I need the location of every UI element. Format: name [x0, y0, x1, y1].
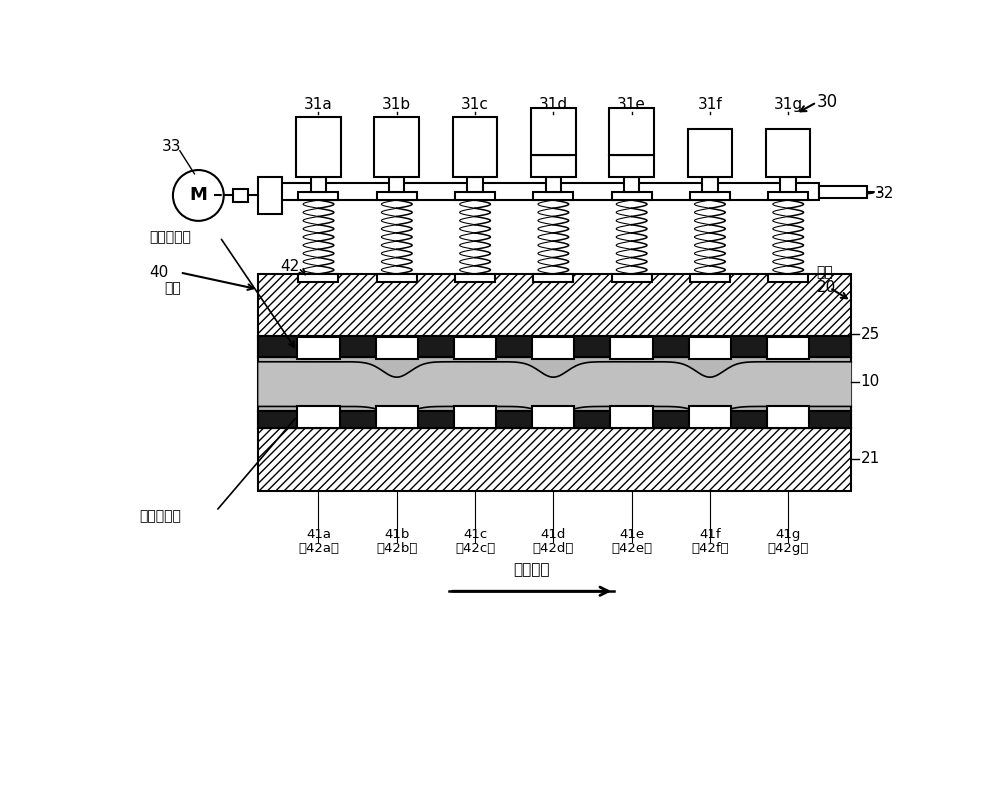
Circle shape [173, 170, 224, 221]
Text: 31a: 31a [304, 97, 333, 112]
Text: 31c: 31c [461, 97, 489, 112]
Text: M: M [189, 187, 207, 204]
Text: （42a）: （42a） [298, 542, 339, 555]
Bar [454, 337, 496, 359]
Bar [454, 406, 496, 428]
Bar [689, 337, 731, 359]
Bar [311, 177, 326, 192]
Bar [258, 411, 851, 428]
Bar [531, 155, 576, 177]
Bar [377, 192, 417, 200]
Bar [780, 177, 796, 192]
Bar [298, 192, 338, 200]
Bar [455, 274, 495, 282]
Bar [297, 337, 340, 359]
Bar [258, 411, 851, 428]
Text: 41g: 41g [775, 528, 801, 541]
Bar [274, 183, 819, 200]
Bar [233, 188, 248, 203]
Text: 33: 33 [162, 139, 181, 155]
Text: 30: 30 [817, 93, 838, 111]
Bar [768, 192, 808, 200]
Text: 41b: 41b [384, 528, 409, 541]
Text: 入口: 入口 [164, 281, 181, 295]
Text: 41e: 41e [619, 528, 644, 541]
Text: 40: 40 [149, 265, 168, 280]
Text: 25: 25 [861, 327, 880, 341]
Bar [533, 192, 573, 200]
Bar [546, 177, 561, 192]
Bar [689, 406, 731, 428]
Bar [610, 406, 653, 428]
Bar [297, 406, 340, 428]
Bar [389, 177, 404, 192]
Text: 出口: 出口 [817, 265, 833, 280]
Bar [453, 117, 497, 177]
Bar [615, 125, 649, 155]
Text: 41a: 41a [306, 528, 331, 541]
Bar [258, 177, 282, 214]
Bar [702, 177, 718, 192]
Bar [376, 406, 418, 428]
Text: 上侧凸缘部: 上侧凸缘部 [149, 230, 191, 244]
Bar [612, 274, 652, 282]
Text: （42e）: （42e） [611, 542, 652, 555]
Bar [532, 406, 574, 428]
Text: 31g: 31g [774, 97, 803, 112]
Bar [767, 337, 809, 359]
Bar [258, 336, 851, 357]
Bar [766, 129, 810, 177]
Bar [609, 107, 654, 155]
Bar [624, 177, 639, 192]
Bar [376, 337, 418, 359]
Text: 41d: 41d [541, 528, 566, 541]
Bar [298, 274, 338, 282]
Bar [258, 274, 851, 336]
Bar [533, 274, 573, 282]
Text: 31d: 31d [539, 97, 568, 112]
Text: 31f: 31f [698, 97, 722, 112]
Bar [609, 155, 654, 177]
Text: 31b: 31b [382, 97, 411, 112]
Text: 10: 10 [861, 374, 880, 389]
Text: （42c）: （42c） [455, 542, 495, 555]
Bar [467, 177, 483, 192]
Bar [258, 428, 851, 491]
Text: （42g）: （42g） [767, 542, 809, 555]
Bar [536, 125, 570, 155]
Bar [819, 186, 867, 198]
Text: 42: 42 [280, 259, 299, 274]
Text: 输送方向: 输送方向 [514, 562, 550, 578]
Text: 41c: 41c [463, 528, 487, 541]
Bar [258, 357, 851, 411]
Bar [688, 129, 732, 177]
Bar [296, 117, 341, 177]
Bar [690, 274, 730, 282]
Bar [455, 192, 495, 200]
Polygon shape [258, 362, 851, 414]
Bar [612, 192, 652, 200]
Bar [768, 274, 808, 282]
Text: 41f: 41f [699, 528, 721, 541]
Bar [531, 107, 576, 155]
Bar [377, 274, 417, 282]
Text: 下侧凸缘部: 下侧凸缘部 [139, 509, 181, 524]
Bar [690, 192, 730, 200]
Bar [532, 337, 574, 359]
Bar [610, 337, 653, 359]
Bar [374, 117, 419, 177]
Bar [258, 336, 851, 357]
Text: （42f）: （42f） [691, 542, 729, 555]
Text: 21: 21 [861, 451, 880, 466]
Text: 20: 20 [817, 280, 836, 296]
Text: （42b）: （42b） [376, 542, 417, 555]
Text: 32: 32 [874, 186, 894, 200]
Text: （42d）: （42d） [533, 542, 574, 555]
Text: 31e: 31e [617, 97, 646, 112]
Bar [767, 406, 809, 428]
